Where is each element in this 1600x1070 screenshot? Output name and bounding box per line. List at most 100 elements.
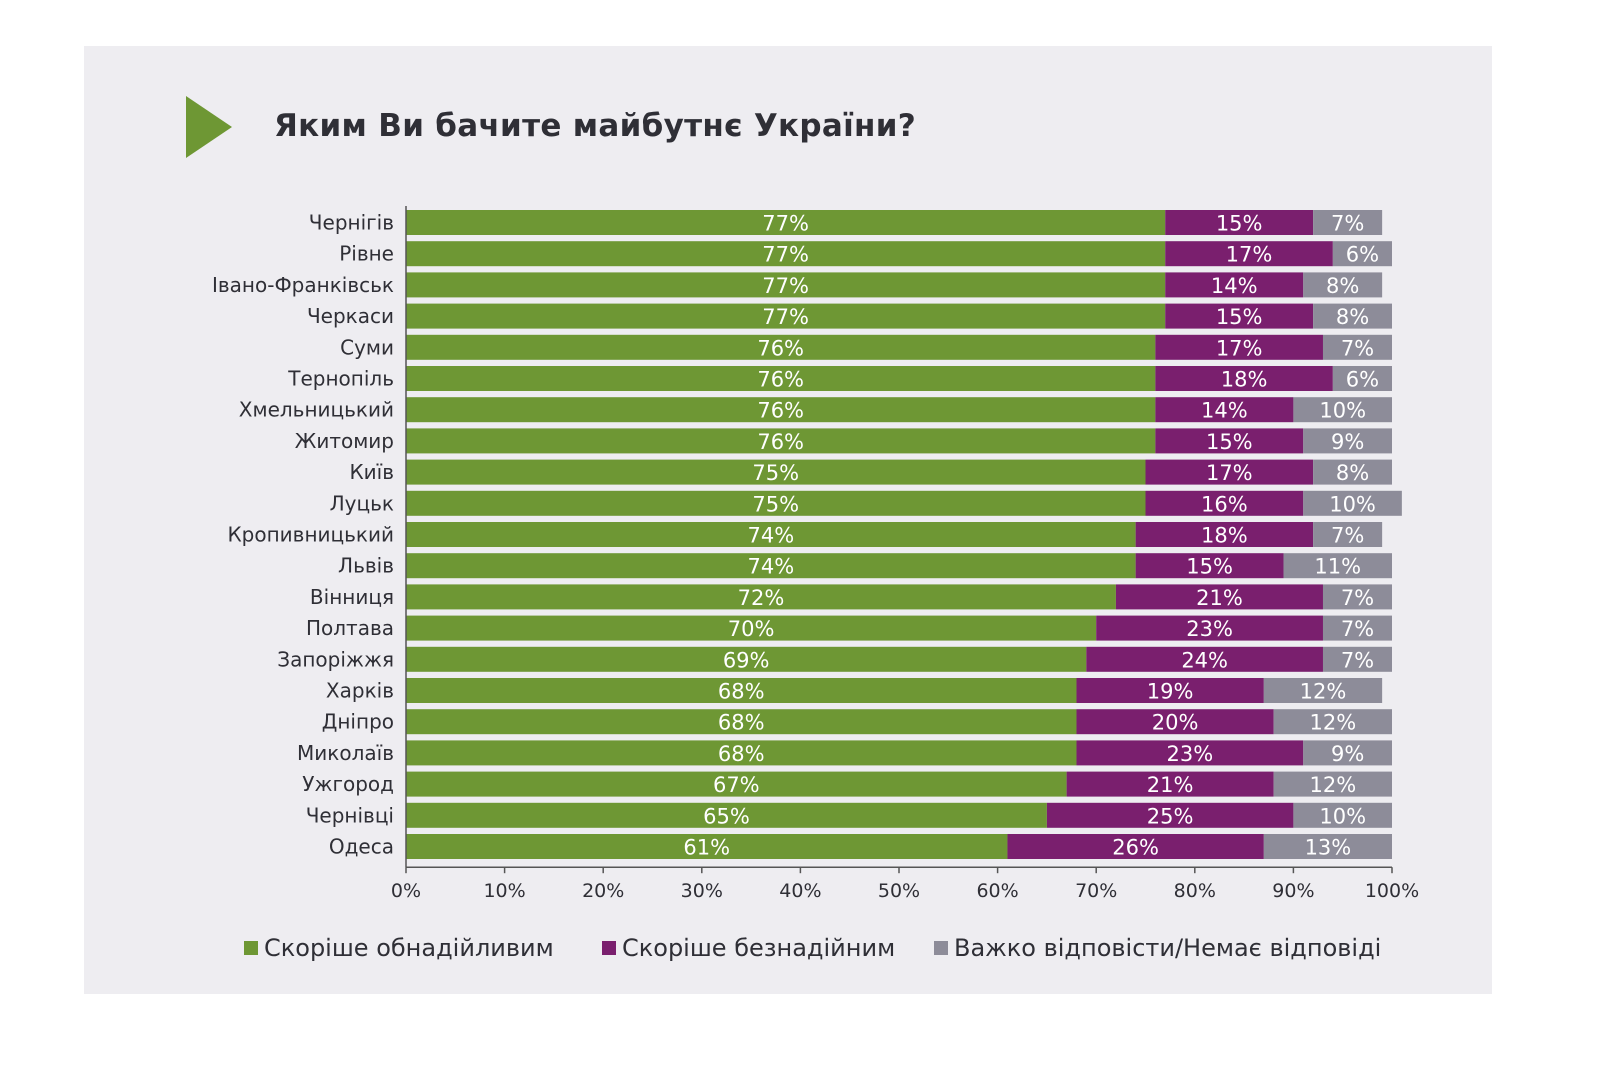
chart-photo: 77% 15% 7% 77% 17% 6% 77% 14% 8% 77% 15% 8% 76% 17% 7%… — [84, 46, 1492, 994]
bar-segment-hopeless — [1007, 834, 1264, 859]
bar-segment-no-answer — [1322, 646, 1392, 672]
bar-segment-hopeless — [1155, 334, 1323, 360]
data-label-no-answer: 6% — [1346, 368, 1379, 392]
bar-segment-no-answer — [1263, 678, 1383, 703]
data-label-hopeless: 17% — [1206, 461, 1253, 485]
bar-segment-hopeless — [1066, 771, 1274, 797]
bar-segment-hopeless — [1086, 646, 1323, 672]
data-label-hopeless: 15% — [1216, 212, 1263, 236]
data-label-no-answer: 7% — [1341, 617, 1374, 641]
data-label-no-answer: 10% — [1319, 804, 1366, 828]
data-label-no-answer: 7% — [1331, 524, 1364, 548]
data-label-no-answer: 8% — [1326, 274, 1359, 298]
bar-segment-no-answer — [1313, 522, 1383, 547]
bar-segment-hopeful — [406, 522, 1136, 547]
x-tick-label: 0% — [391, 880, 421, 902]
legend-swatch-no-answer — [934, 941, 948, 955]
legend-item-no-answer: Важко відповісти/Немає відповіді — [934, 934, 1381, 962]
bar-segment-hopeful — [406, 490, 1146, 516]
bar-segment-hopeless — [1135, 522, 1314, 547]
x-tick-label: 80% — [1174, 880, 1216, 902]
bar-segment-no-answer — [1322, 615, 1392, 641]
bar-segment-hopeless — [1155, 397, 1294, 423]
data-label-no-answer: 7% — [1341, 648, 1374, 672]
data-label-hopeful: 76% — [757, 430, 804, 454]
bar-segment-no-answer — [1332, 241, 1392, 267]
data-label-hopeless: 23% — [1167, 742, 1214, 766]
data-label-hopeful: 77% — [762, 305, 809, 329]
bar-segment-hopeless — [1165, 272, 1304, 298]
data-label-hopeless: 15% — [1186, 555, 1233, 579]
category-label: Львів — [338, 554, 394, 578]
data-label-no-answer: 12% — [1309, 773, 1356, 797]
bar-segment-hopeless — [1155, 428, 1304, 454]
data-label-no-answer: 13% — [1305, 836, 1352, 860]
data-label-hopeless: 18% — [1221, 368, 1268, 392]
data-label-hopeful: 68% — [718, 711, 765, 735]
data-label-hopeful: 69% — [723, 648, 770, 672]
bar-segment-no-answer — [1332, 366, 1392, 391]
legend-item-hopeful: Скоріше обнадійливим — [244, 934, 554, 962]
bar-segment-hopeless — [1155, 366, 1333, 391]
data-label-no-answer: 8% — [1336, 461, 1369, 485]
x-tick-label: 70% — [1075, 880, 1117, 902]
bar-segment-hopeless — [1145, 459, 1314, 485]
x-tick-label: 50% — [878, 880, 920, 902]
data-label-hopeful: 65% — [703, 804, 750, 828]
data-label-hopeless: 21% — [1147, 773, 1194, 797]
title-arrow-icon — [186, 96, 232, 158]
category-label: Луцьк — [330, 491, 394, 515]
bar-segment-no-answer — [1313, 210, 1383, 235]
data-label-hopeless: 15% — [1216, 305, 1263, 329]
x-tick-label: 10% — [483, 880, 525, 902]
x-axis: 0% 10% 20% 30% 40% 50% 60% 70% 80% 90% 100% — [391, 206, 1419, 902]
data-label-hopeless: 20% — [1152, 711, 1199, 735]
data-label-hopeful: 72% — [738, 586, 785, 610]
data-label-hopeless: 21% — [1196, 586, 1243, 610]
bar-segment-hopeful — [406, 802, 1047, 828]
bar-segment-no-answer — [1303, 428, 1392, 454]
legend-label-no-answer: Важко відповісти/Немає відповіді — [954, 934, 1382, 962]
x-tick-label: 90% — [1272, 880, 1314, 902]
bar-segment-no-answer — [1313, 303, 1392, 329]
bar-segment-no-answer — [1263, 834, 1392, 859]
legend-label-hopeful: Скоріше обнадійливим — [264, 934, 554, 962]
category-label: Чернігів — [309, 211, 394, 235]
bar-segment-hopeful — [406, 615, 1097, 641]
bar-segment-hopeful — [406, 584, 1116, 610]
category-label: Харків — [326, 679, 394, 703]
data-label-hopeful: 61% — [683, 836, 730, 860]
data-label-hopeless: 17% — [1216, 336, 1263, 360]
bar-segment-no-answer — [1303, 272, 1383, 298]
data-label-hopeless: 14% — [1211, 274, 1258, 298]
data-label-hopeful: 74% — [747, 555, 794, 579]
data-label-no-answer: 8% — [1336, 305, 1369, 329]
category-label: Кропивницький — [227, 523, 394, 547]
bar-segment-no-answer — [1293, 397, 1392, 423]
data-label-hopeful: 75% — [752, 492, 799, 516]
data-label-no-answer: 12% — [1309, 711, 1356, 735]
x-tick-label: 40% — [779, 880, 821, 902]
bar-segment-hopeless — [1135, 553, 1284, 579]
data-label-hopeful: 70% — [728, 617, 775, 641]
bar-segment-hopeless — [1076, 709, 1274, 735]
data-label-no-answer: 7% — [1341, 586, 1374, 610]
x-tick-label: 20% — [582, 880, 624, 902]
data-label-hopeful: 74% — [747, 524, 794, 548]
bar-segment-hopeless — [1096, 615, 1323, 641]
x-tick-label: 100% — [1365, 880, 1419, 902]
data-label-no-answer: 9% — [1331, 742, 1364, 766]
legend-swatch-hopeful — [244, 941, 258, 955]
bar-segment-hopeful — [406, 272, 1166, 298]
category-label: Дніпро — [322, 710, 394, 734]
bar-segment-no-answer — [1322, 584, 1392, 610]
category-label: Чернівці — [306, 803, 394, 827]
data-label-hopeful: 67% — [713, 773, 760, 797]
data-label-no-answer: 10% — [1319, 399, 1366, 423]
bars-layer: 77% 15% 7% 77% 17% 6% 77% 14% 8% 77% 15% 8% 76% 17% 7%… — [406, 210, 1402, 860]
bar-segment-no-answer — [1273, 771, 1392, 797]
bar-segment-hopeful — [406, 709, 1077, 735]
bar-segment-hopeful — [406, 553, 1136, 579]
chart-canvas: 77% 15% 7% 77% 17% 6% 77% 14% 8% 77% 15% 8% 76% 17% 7%… — [186, 96, 1419, 902]
data-label-hopeless: 14% — [1201, 399, 1248, 423]
